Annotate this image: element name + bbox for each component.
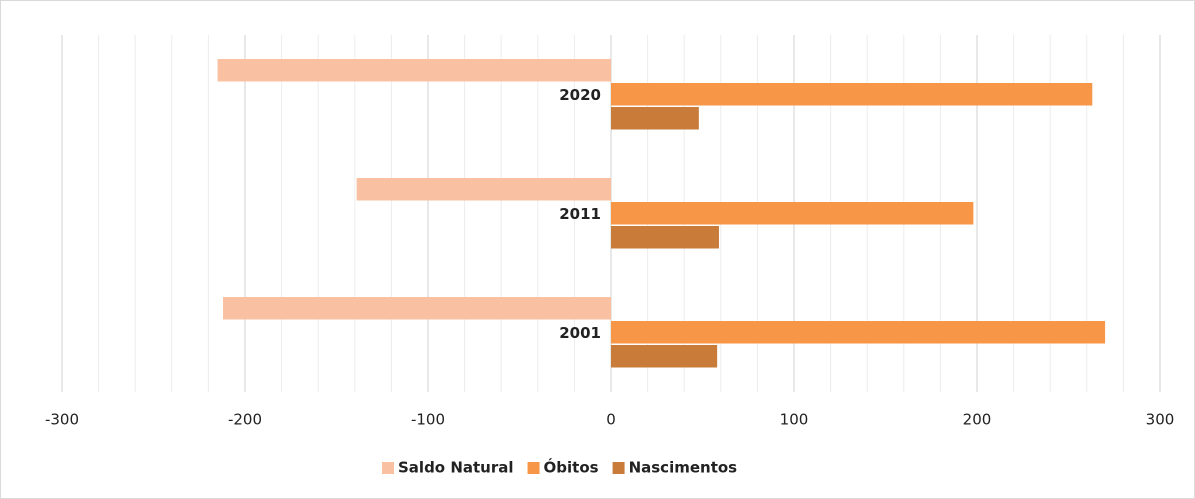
legend-label: Óbitos — [544, 458, 599, 477]
x-tick-label: 0 — [606, 411, 616, 429]
bar — [611, 202, 974, 225]
bar — [611, 345, 718, 368]
category-label: 2011 — [559, 205, 601, 223]
bar — [611, 321, 1106, 344]
legend-swatch — [612, 462, 625, 474]
x-tick-label: 300 — [1146, 411, 1175, 429]
x-tick-label: -100 — [411, 411, 445, 429]
bar — [223, 297, 612, 320]
bar — [611, 83, 1093, 106]
bar — [356, 178, 611, 201]
category-label: 2020 — [559, 86, 601, 104]
legend-label: Nascimentos — [629, 459, 738, 477]
legend-swatch — [527, 462, 540, 474]
legend-label: Saldo Natural — [398, 459, 514, 477]
category-label: 2001 — [559, 324, 601, 342]
x-tick-label: -200 — [228, 411, 262, 429]
x-tick-label: -300 — [45, 411, 79, 429]
x-tick-label: 100 — [780, 411, 809, 429]
bar — [611, 107, 699, 130]
x-tick-label: 200 — [963, 411, 992, 429]
bar — [217, 59, 612, 82]
legend-swatch — [382, 462, 394, 474]
bar — [611, 226, 719, 249]
